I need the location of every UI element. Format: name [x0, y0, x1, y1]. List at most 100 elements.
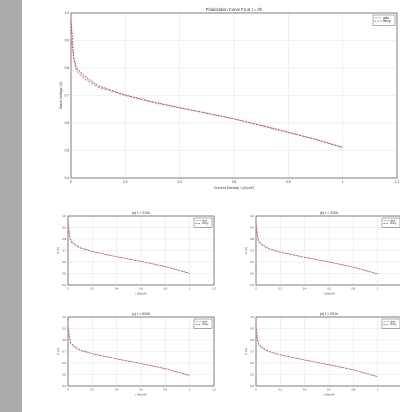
- subplot-c-chart-axes-frame: [67, 316, 215, 387]
- y-tick-label: 0.8: [62, 338, 66, 342]
- subplot-b-chart-axes-frame: [255, 215, 400, 286]
- y-tick-label: 0.7: [250, 248, 254, 252]
- subplot-d-chart-grid: [255, 316, 400, 387]
- legend-label-data: data: [202, 320, 208, 324]
- x-tick-label: 0.8: [164, 287, 168, 291]
- y-tick-label: 0.6: [65, 121, 70, 125]
- x-tick-label: 1: [189, 287, 191, 291]
- main-polarization-chart-grid: [70, 12, 398, 179]
- series-line-data: [67, 330, 190, 376]
- x-tick-label: 0.8: [286, 180, 291, 184]
- y-tick-label: 0.8: [250, 338, 254, 342]
- y-tick-label: 0.6: [250, 260, 254, 264]
- y-tick-label: 0.5: [62, 271, 66, 275]
- x-tick-label: 0: [70, 180, 72, 184]
- x-tick-label: 0.6: [139, 388, 143, 392]
- y-tick-label: 0.4: [62, 283, 66, 287]
- y-tick-label: 1.0: [62, 315, 66, 319]
- series-line-fitting: [67, 325, 190, 376]
- main-polarization-chart-title: Polarization Curve Fit at t = 0h: [206, 7, 263, 12]
- main-polarization-chart-x-axis-label: Current Density, i (A/cm²): [214, 186, 254, 190]
- x-tick-label: 0.6: [327, 388, 331, 392]
- series-line-data: [70, 34, 343, 149]
- legend-label-fitting: fitting: [202, 221, 209, 225]
- legend-label-fitting: fitting: [390, 221, 397, 225]
- subplot-a-chart: 0 0.2 0.4 0.6 0.8 1 1.2 0.4 0.5 0.6 0.7 0.8 0.9 1.0 (a…: [56, 211, 216, 296]
- subplot-d-chart-x-axis-label: i (A/cm²): [323, 393, 334, 397]
- y-tick-label: 0.8: [65, 66, 70, 70]
- series-line-fitting: [70, 18, 343, 148]
- y-tick-label: 0.4: [65, 176, 70, 180]
- subplot-a-chart-title: (a) t = 210h: [132, 211, 150, 215]
- x-tick-label: 0.2: [123, 180, 128, 184]
- y-tick-label: 0.7: [62, 248, 66, 252]
- subplot-b-chart-y-axis-label: U (V): [244, 247, 248, 254]
- series-line-fitting: [255, 222, 378, 275]
- legend-box: [381, 217, 400, 228]
- x-tick-label: 0.4: [303, 287, 307, 291]
- subplot-b-chart: 00.20.40.60.811.20.40.50.60.70.80.91.0(b…: [244, 211, 400, 296]
- y-tick-label: 0.6: [62, 361, 66, 365]
- subplot-b-chart-title: (b) t = 420h: [320, 211, 338, 215]
- subplot-a-chart-axes-frame: [67, 215, 215, 286]
- x-tick-label: 0.4: [177, 180, 182, 184]
- series-line-fitting: [67, 221, 190, 274]
- x-tick-label: 1.2: [212, 388, 216, 392]
- main-polarization-chart-axes-frame: [70, 12, 398, 179]
- legend-label-data: data: [383, 16, 389, 20]
- y-tick-label: 1.0: [250, 315, 254, 319]
- y-tick-label: 0.6: [62, 260, 66, 264]
- subplot-d-chart-title: (d) t = 991h: [320, 312, 338, 316]
- series-line-fitting: [255, 326, 378, 377]
- y-tick-label: 0.7: [65, 94, 70, 98]
- x-tick-label: 0.8: [352, 287, 356, 291]
- subplot-a-chart-grid: [67, 215, 215, 286]
- subplot-d-chart-y-axis-label: U (V): [244, 348, 248, 355]
- x-tick-label: 0.2: [91, 388, 95, 392]
- x-tick-label: 0.6: [232, 180, 237, 184]
- y-tick-label: 0.7: [250, 349, 254, 353]
- x-tick-label: 0.8: [352, 388, 356, 392]
- legend-label-fitting: fitting: [390, 322, 397, 326]
- x-tick-label: 0: [255, 287, 257, 291]
- main-polarization-chart-y-axis-label: Stack Voltage (V): [59, 82, 63, 110]
- y-tick-label: 0.5: [62, 372, 66, 376]
- subplot-c-chart-x-axis-label: i (A/cm²): [135, 393, 146, 397]
- y-tick-label: 0.9: [250, 326, 254, 330]
- y-tick-label: 0.9: [62, 225, 66, 229]
- x-tick-label: 0.2: [279, 287, 283, 291]
- x-tick-label: 1: [342, 180, 344, 184]
- x-tick-label: 0: [67, 388, 69, 392]
- viewer-left-margin: [0, 0, 22, 412]
- y-tick-label: 0.5: [250, 271, 254, 275]
- subplot-c-chart: 0 0.2 0.4 0.6 0.8 1 1.2 0.4 0.5 0.6 0.7 0.8 0.9 1.0 (c…: [56, 312, 216, 397]
- x-tick-label: 0: [255, 388, 257, 392]
- subplot-b-chart-x-axis-label: i (A/cm²): [323, 292, 334, 296]
- legend-box: [193, 217, 213, 228]
- subplot-c-chart-title: (c) t = 632h: [132, 312, 150, 316]
- main-polarization-chart: 0 0.2 0.4 0.6 0.8 1 1.2 0.4 0.5 0.6 0.7 0.8 0.9 1.0 Po…: [59, 7, 399, 190]
- x-tick-label: 0.4: [303, 388, 307, 392]
- subplot-a-chart-y-axis-label: U (V): [56, 247, 60, 254]
- legend-label-fitting: fitting: [202, 322, 209, 326]
- y-tick-label: 0.8: [250, 237, 254, 241]
- subplot-c-chart-y-axis-label: U (V): [56, 348, 60, 355]
- y-tick-label: 0.4: [250, 283, 254, 287]
- y-tick-label: 1.0: [65, 11, 70, 15]
- x-tick-label: 0: [67, 287, 69, 291]
- legend-label-data: data: [390, 219, 396, 223]
- x-tick-label: 1: [377, 388, 379, 392]
- x-tick-label: 0.2: [91, 287, 95, 291]
- x-tick-label: 1: [189, 388, 191, 392]
- subplot-a-chart-x-axis-label: i (A/cm²): [135, 292, 146, 296]
- y-tick-label: 0.4: [62, 384, 66, 388]
- legend-label-data: data: [390, 320, 396, 324]
- x-tick-label: 1: [377, 287, 379, 291]
- legend-box: [193, 318, 213, 329]
- y-tick-label: 1.0: [250, 214, 254, 218]
- x-tick-label: 0.6: [327, 287, 331, 291]
